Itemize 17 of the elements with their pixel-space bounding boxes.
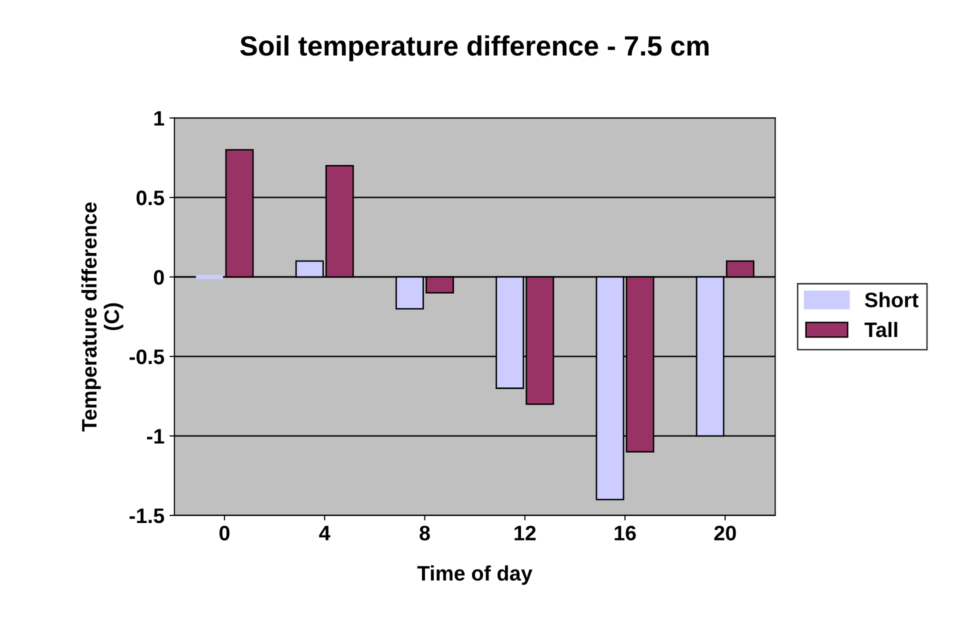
legend-label: Short xyxy=(864,292,918,308)
x-tick-label: 4 xyxy=(319,526,330,540)
x-tick-label: 12 xyxy=(514,526,536,540)
x-tick-label: 16 xyxy=(614,526,636,540)
legend-label: Tall xyxy=(864,322,898,338)
x-axis-title: Time of day xyxy=(417,565,532,585)
y-axis-title: Temperature difference (C) xyxy=(81,202,124,432)
x-tick-label: 8 xyxy=(420,526,430,540)
y-tick-label: 0.5 xyxy=(136,190,164,206)
y-tick-label: -1 xyxy=(146,429,164,444)
chart-title: Soil temperature difference - 7.5 cm xyxy=(240,35,709,62)
y-tick-label: 1 xyxy=(154,111,164,126)
x-tick-label: 20 xyxy=(714,526,736,540)
x-tick-label: 0 xyxy=(220,526,230,540)
y-tick-label: -1.5 xyxy=(130,508,164,524)
y-tick-label: -0.5 xyxy=(130,349,164,364)
y-tick-label: 0 xyxy=(154,270,164,285)
